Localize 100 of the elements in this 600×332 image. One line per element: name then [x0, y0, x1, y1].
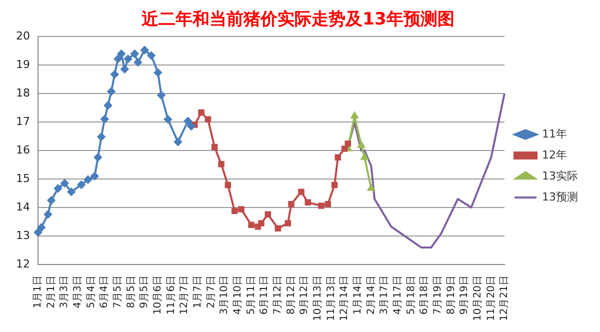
point [360, 153, 368, 160]
x-tick-label: 10月6日 [152, 276, 164, 315]
point [90, 172, 99, 180]
x-tick-label: 6月18日 [419, 276, 430, 315]
y-tick-label: 19 [16, 58, 30, 71]
point [174, 138, 182, 146]
x-tick-label: 6月4日 [99, 276, 110, 308]
point [298, 188, 304, 195]
point [344, 140, 352, 147]
point [224, 182, 232, 188]
point [67, 188, 76, 196]
x-tick-label: 11月20日 [486, 276, 497, 322]
x-tick-label: 4月10日 [232, 276, 244, 315]
y-tick-label: 16 [16, 143, 30, 156]
x-tick-label: 2月7日 [206, 276, 217, 308]
point [231, 208, 238, 214]
point [324, 200, 332, 208]
legend-label: 12年 [542, 148, 568, 162]
point [120, 65, 129, 74]
y-tick-label: 18 [16, 86, 30, 100]
point [187, 122, 196, 130]
point [164, 115, 172, 124]
x-tick-label: 11月13日 [326, 276, 337, 322]
point [318, 202, 324, 209]
x-tick-label: 9月12日 [299, 276, 310, 315]
x-tick-label: 7月19日 [432, 276, 444, 315]
point [258, 220, 264, 226]
x-tick-label: 12月21日 [499, 276, 510, 322]
x-tick-label: 5月11日 [246, 276, 257, 315]
point [204, 116, 212, 123]
x-tick-label: 10月20日 [472, 276, 484, 322]
point [350, 112, 358, 118]
x-tick-label: 5月4日 [86, 276, 97, 308]
point [134, 58, 142, 66]
point [238, 206, 244, 212]
x-tick-label: 1月1日 [32, 276, 44, 308]
point [304, 199, 312, 206]
x-tick-label: 8月5日 [126, 276, 137, 308]
x-tick-label: 5月18日 [406, 276, 417, 315]
point [110, 70, 119, 78]
x-tick-label: 7月12日 [272, 276, 284, 315]
point [288, 200, 294, 208]
point [107, 87, 116, 96]
x-tick-label: 1月7日 [192, 276, 204, 308]
point [147, 52, 156, 60]
point [284, 220, 292, 226]
y-tick-label: 12 [16, 257, 30, 270]
point [184, 117, 192, 126]
y-tick-label: 17 [16, 114, 30, 128]
x-tick-label: 9月19日 [459, 276, 470, 315]
x-tick-label: 8月19日 [446, 276, 457, 315]
point [34, 228, 42, 236]
x-tick-label: 3月17日 [379, 276, 390, 315]
point [54, 184, 62, 192]
x-tick-label: 3月10日 [219, 276, 230, 315]
point [37, 223, 46, 232]
x-tick-label: 11月6日 [166, 276, 177, 315]
point [100, 115, 109, 124]
chart-title: 近二年和当前猪价实际走势及13年预测图 [140, 10, 454, 30]
point [124, 54, 132, 63]
x-tick-label: 1月14日 [352, 276, 364, 315]
point [94, 153, 102, 162]
point [331, 182, 338, 188]
point [104, 101, 112, 110]
y-tick-label: 13 [16, 228, 30, 242]
legend-label: 13实际 [542, 169, 578, 182]
y-tick-label: 15 [16, 172, 30, 185]
point [211, 144, 218, 150]
x-tick-label: 6月11日 [259, 276, 270, 315]
x-tick-label: 2月1日 [46, 276, 57, 308]
x-tick-label: 12月7日 [179, 276, 190, 315]
point [198, 109, 204, 116]
point [114, 54, 122, 63]
point [97, 132, 106, 141]
legend-label: 13预测 [542, 190, 578, 204]
point [157, 91, 166, 100]
point [140, 46, 149, 54]
point [368, 184, 375, 191]
x-tick-label: 7月5日 [112, 276, 124, 308]
legend-label: 11年 [542, 127, 568, 140]
point [44, 210, 52, 218]
x-tick-label: 4月3日 [72, 276, 84, 308]
x-tick-label: 10月13日 [312, 276, 324, 322]
point [218, 161, 224, 168]
point [341, 146, 348, 152]
x-tick-label: 12月14日 [339, 276, 350, 322]
y-tick-label: 14 [16, 200, 30, 214]
point [60, 179, 69, 188]
point [77, 180, 86, 189]
point [334, 154, 342, 160]
x-tick-label: 3月3日 [59, 276, 70, 308]
point [130, 50, 139, 58]
x-tick-label: 4月17日 [392, 276, 404, 315]
point [274, 225, 282, 232]
x-tick-label: 9月5日 [139, 276, 150, 308]
point [47, 196, 56, 204]
x-tick-label: 2月14日 [366, 276, 377, 315]
x-tick-label: 8月12日 [286, 276, 297, 315]
point [264, 211, 272, 218]
point [84, 176, 92, 184]
